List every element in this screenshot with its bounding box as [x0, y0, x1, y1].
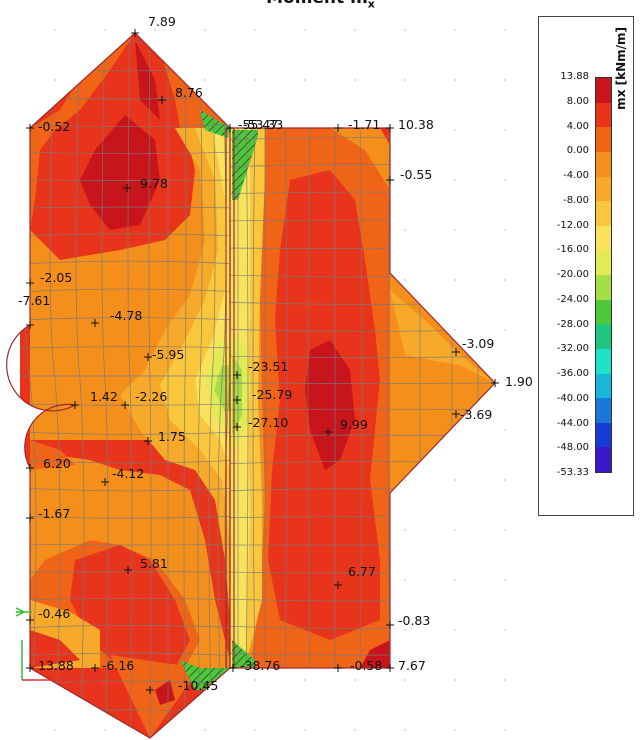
value-label: 1.75: [158, 429, 186, 444]
value-label: 7.89: [148, 14, 176, 29]
contour-plot: 7.89 8.76 -0.52 9.78 -55.47 -53.33 -1.71…: [6, 14, 533, 739]
legend-level-label: -20.00: [556, 269, 589, 280]
value-label: -53.33: [243, 117, 283, 132]
node-markers: [26, 29, 499, 694]
value-label: -2.26: [135, 389, 167, 404]
value-label: 1.90: [505, 374, 533, 389]
legend-level-label: -24.00: [556, 293, 589, 305]
value-label: -2.05: [40, 270, 72, 285]
legend-swatch: [596, 225, 611, 251]
title-text: Moment m: [266, 0, 368, 8]
legend-swatch: [596, 151, 611, 177]
legend-swatch: [596, 201, 611, 226]
legend-swatch: [596, 398, 611, 423]
value-label: -6.16: [102, 658, 134, 673]
value-label: 6.20: [43, 456, 71, 471]
value-label: -1.67: [38, 506, 70, 521]
legend-level-label: -28.00: [556, 318, 589, 330]
legend-swatch: [596, 348, 611, 374]
legend-level-label: -48.00: [556, 442, 589, 454]
legend-level-label: -32.00: [556, 343, 589, 355]
legend-swatch: [596, 78, 611, 103]
legend-swatch: [596, 422, 611, 448]
value-label: 7.67: [398, 658, 426, 673]
legend-level-label: 4.00: [566, 120, 589, 132]
chart-title: Moment mx: [0, 0, 641, 10]
value-label: -27.10: [248, 415, 288, 430]
legend-swatch: [596, 250, 611, 275]
value-label: -3.09: [462, 336, 494, 351]
value-label: -0.83: [398, 613, 430, 628]
legend-level-label: -12.00: [556, 219, 589, 231]
legend-unit-label: mx [kNm/m]: [614, 27, 628, 110]
legend-swatch: [596, 324, 611, 349]
value-label: -10.45: [178, 678, 218, 693]
value-label: 9.78: [140, 176, 168, 191]
value-label: -3.69: [460, 407, 492, 422]
value-label: -0.52: [38, 119, 70, 134]
legend-swatch: [596, 373, 611, 399]
legend-swatch: [596, 275, 611, 300]
legend-level-label: 13.88: [560, 71, 589, 82]
legend-swatch: [596, 299, 611, 325]
plate-outline: [6, 32, 496, 739]
value-label: 1.42: [90, 389, 118, 404]
value-label: -0.58: [350, 658, 382, 673]
legend-level-label: -36.00: [556, 368, 589, 379]
value-label: 10.38: [398, 117, 434, 132]
legend-swatch: [596, 447, 611, 472]
value-label: 5.81: [140, 556, 168, 571]
legend-level-label: -40.00: [556, 392, 589, 404]
value-label: 9.99: [340, 417, 368, 432]
value-label: -4.12: [112, 466, 144, 481]
legend-level-label: -44.00: [556, 417, 589, 429]
value-label: -25.79: [252, 387, 292, 402]
legend-level-label: 0.00: [566, 145, 589, 157]
value-label: -0.55: [400, 167, 432, 182]
legend-level-label: -16.00: [556, 244, 589, 256]
value-label: -55.47: [238, 117, 278, 132]
value-label: -4.78: [110, 308, 142, 323]
legend-swatch: [596, 127, 611, 152]
value-label: 8.76: [175, 85, 203, 100]
value-label: -0.46: [38, 606, 70, 621]
value-label: -23.51: [248, 359, 288, 374]
value-label: -38.76: [240, 658, 280, 673]
legend-swatch: [596, 176, 611, 202]
value-label: -7.61: [18, 293, 50, 308]
value-label: 13.88: [38, 658, 74, 673]
legend-level-label: -53.33: [556, 467, 589, 478]
value-labels: 7.89 8.76 -0.52 9.78 -55.47 -53.33 -1.71…: [18, 14, 533, 693]
value-label: -5.95: [152, 347, 184, 362]
legend-color-bar: [595, 77, 612, 473]
color-legend: mx [kNm/m] 13.88 8.00 4.00 0.00 -4.00 -8.00 -1…: [538, 16, 634, 516]
legend-level-label: 8.00: [566, 95, 589, 107]
value-label: 6.77: [348, 564, 376, 579]
title-subscript: x: [367, 0, 375, 11]
value-label: -1.71: [348, 117, 380, 132]
legend-swatch: [596, 102, 611, 128]
legend-level-label: -8.00: [563, 194, 589, 206]
axis-triad-icon: [15, 607, 101, 688]
legend-level-label: -4.00: [563, 170, 589, 181]
